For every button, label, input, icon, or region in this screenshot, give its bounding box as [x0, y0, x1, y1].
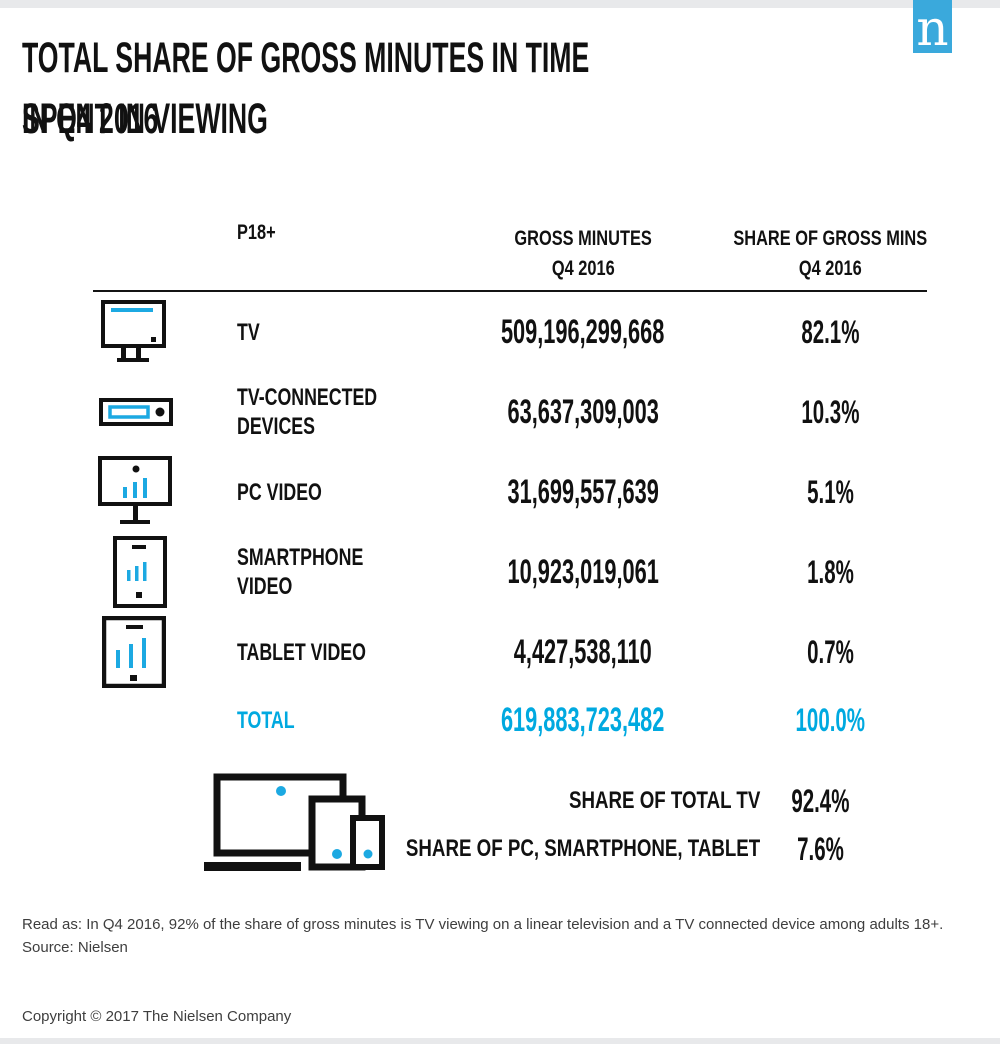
- row-gross-minutes: 4,427,538,110: [514, 632, 652, 671]
- table-row-pc-video: PC VIDEO 31,699,557,639 5.1%: [93, 452, 927, 532]
- total-label: TOTAL: [237, 706, 295, 734]
- row-gross-minutes: 31,699,557,639: [507, 472, 659, 511]
- tv-icon: [101, 300, 166, 362]
- summary-value: 92.4%: [790, 782, 850, 819]
- header-divider: [93, 290, 927, 292]
- page-title-line2: IN Q4 2016: [22, 95, 159, 143]
- summary-label: SHARE OF TOTAL TV: [568, 787, 760, 814]
- row-gross-minutes: 509,196,299,668: [501, 312, 665, 351]
- multi-device-icon: [204, 773, 385, 871]
- row-label: TABLET VIDEO: [237, 638, 366, 666]
- nielsen-logo: n: [913, 0, 952, 53]
- summary-row-total-tv: SHARE OF TOTAL TV 92.4%: [0, 782, 880, 819]
- table-row-tv: TV 509,196,299,668 82.1%: [93, 292, 927, 372]
- read-as-note: Read as: In Q4 2016, 92% of the share of…: [22, 916, 944, 933]
- row-share: 10.3%: [800, 393, 860, 430]
- total-gross-minutes: 619,883,723,482: [501, 700, 665, 739]
- top-border: [0, 0, 1000, 8]
- row-label: SMARTPHONE VIDEO: [237, 544, 364, 600]
- summary-section: SHARE OF TOTAL TV 92.4% SHARE OF PC, SMA…: [0, 768, 880, 878]
- row-share: 1.8%: [806, 553, 854, 590]
- set-top-box-icon: [99, 398, 173, 426]
- header-icon-spacer: [93, 218, 237, 290]
- row-share: 82.1%: [800, 313, 860, 350]
- smartphone-icon: [113, 536, 167, 608]
- row-share: 5.1%: [806, 473, 854, 510]
- tablet-icon: [102, 616, 166, 688]
- data-table: P18+ GROSS MINUTES Q4 2016 SHARE OF GROS…: [93, 218, 927, 748]
- summary-label: SHARE OF PC, SMARTPHONE, TABLET: [405, 835, 760, 862]
- column-header-share: SHARE OF GROSS MINS Q4 2016: [733, 227, 927, 280]
- summary-row-pc-smartphone-tablet: SHARE OF PC, SMARTPHONE, TABLET 7.6%: [0, 830, 880, 867]
- table-row-tv-connected-devices: TV-CONNECTED DEVICES 63,637,309,003 10.3…: [93, 372, 927, 452]
- column-header-gross-minutes: GROSS MINUTES Q4 2016: [514, 227, 652, 280]
- page-title-line1: TOTAL SHARE OF GROSS MINUTES IN TIME SPE…: [22, 34, 590, 143]
- table-header: P18+ GROSS MINUTES Q4 2016 SHARE OF GROS…: [93, 218, 927, 290]
- pc-monitor-icon: [98, 456, 172, 524]
- row-label: TV-CONNECTED DEVICES: [237, 384, 378, 440]
- table-row-smartphone-video: SMARTPHONE VIDEO 10,923,019,061 1.8%: [93, 532, 927, 612]
- row-share: 0.7%: [806, 633, 854, 670]
- summary-value: 7.6%: [796, 830, 844, 867]
- row-label: TV: [237, 318, 260, 346]
- row-gross-minutes: 63,637,309,003: [507, 392, 659, 431]
- bottom-border: [0, 1038, 1000, 1044]
- row-label: PC VIDEO: [237, 478, 322, 506]
- row-gross-minutes: 10,923,019,061: [507, 552, 659, 591]
- total-share: 100.0%: [795, 701, 865, 738]
- table-row-total: TOTAL 619,883,723,482 100.0%: [93, 692, 927, 748]
- copyright-note: Copyright © 2017 The Nielsen Company: [22, 1008, 292, 1025]
- table-row-tablet-video: TABLET VIDEO 4,427,538,110 0.7%: [93, 612, 927, 692]
- page-title: TOTAL SHARE OF GROSS MINUTES IN TIME SPE…: [22, 28, 1000, 150]
- column-header-demo: P18+: [237, 221, 276, 244]
- source-note: Source: Nielsen: [22, 939, 128, 956]
- nielsen-logo-letter: n: [916, 0, 949, 57]
